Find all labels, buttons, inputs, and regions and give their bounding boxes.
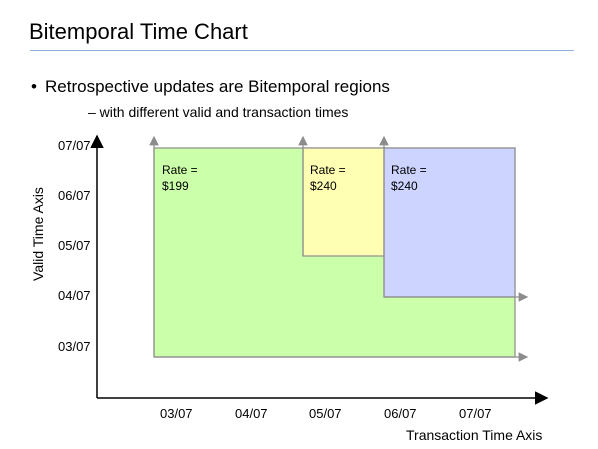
rate-label: Rate = [162, 162, 198, 178]
rate-label: Rate = [310, 162, 346, 178]
y-tick: 06/07 [58, 188, 91, 203]
region-rate-240-blue-label: Rate = $240 [391, 162, 427, 194]
y-axis-label: Valid Time Axis [30, 184, 46, 284]
rate-value: $199 [162, 178, 198, 194]
rate-value: $240 [310, 178, 346, 194]
x-tick: 05/07 [309, 406, 342, 421]
rate-label: Rate = [391, 162, 427, 178]
x-tick: 04/07 [235, 406, 268, 421]
y-tick: 04/07 [58, 288, 91, 303]
x-axis-label: Transaction Time Axis [406, 427, 542, 443]
rate-value: $240 [391, 178, 427, 194]
y-tick: 03/07 [58, 339, 91, 354]
region-rate-240-yellow-label: Rate = $240 [310, 162, 346, 194]
y-tick: 07/07 [58, 138, 91, 153]
x-tick: 07/07 [459, 406, 492, 421]
x-tick: 06/07 [384, 406, 417, 421]
y-tick: 05/07 [58, 238, 91, 253]
region-rate-199-label: Rate = $199 [162, 162, 198, 194]
x-tick: 03/07 [160, 406, 193, 421]
